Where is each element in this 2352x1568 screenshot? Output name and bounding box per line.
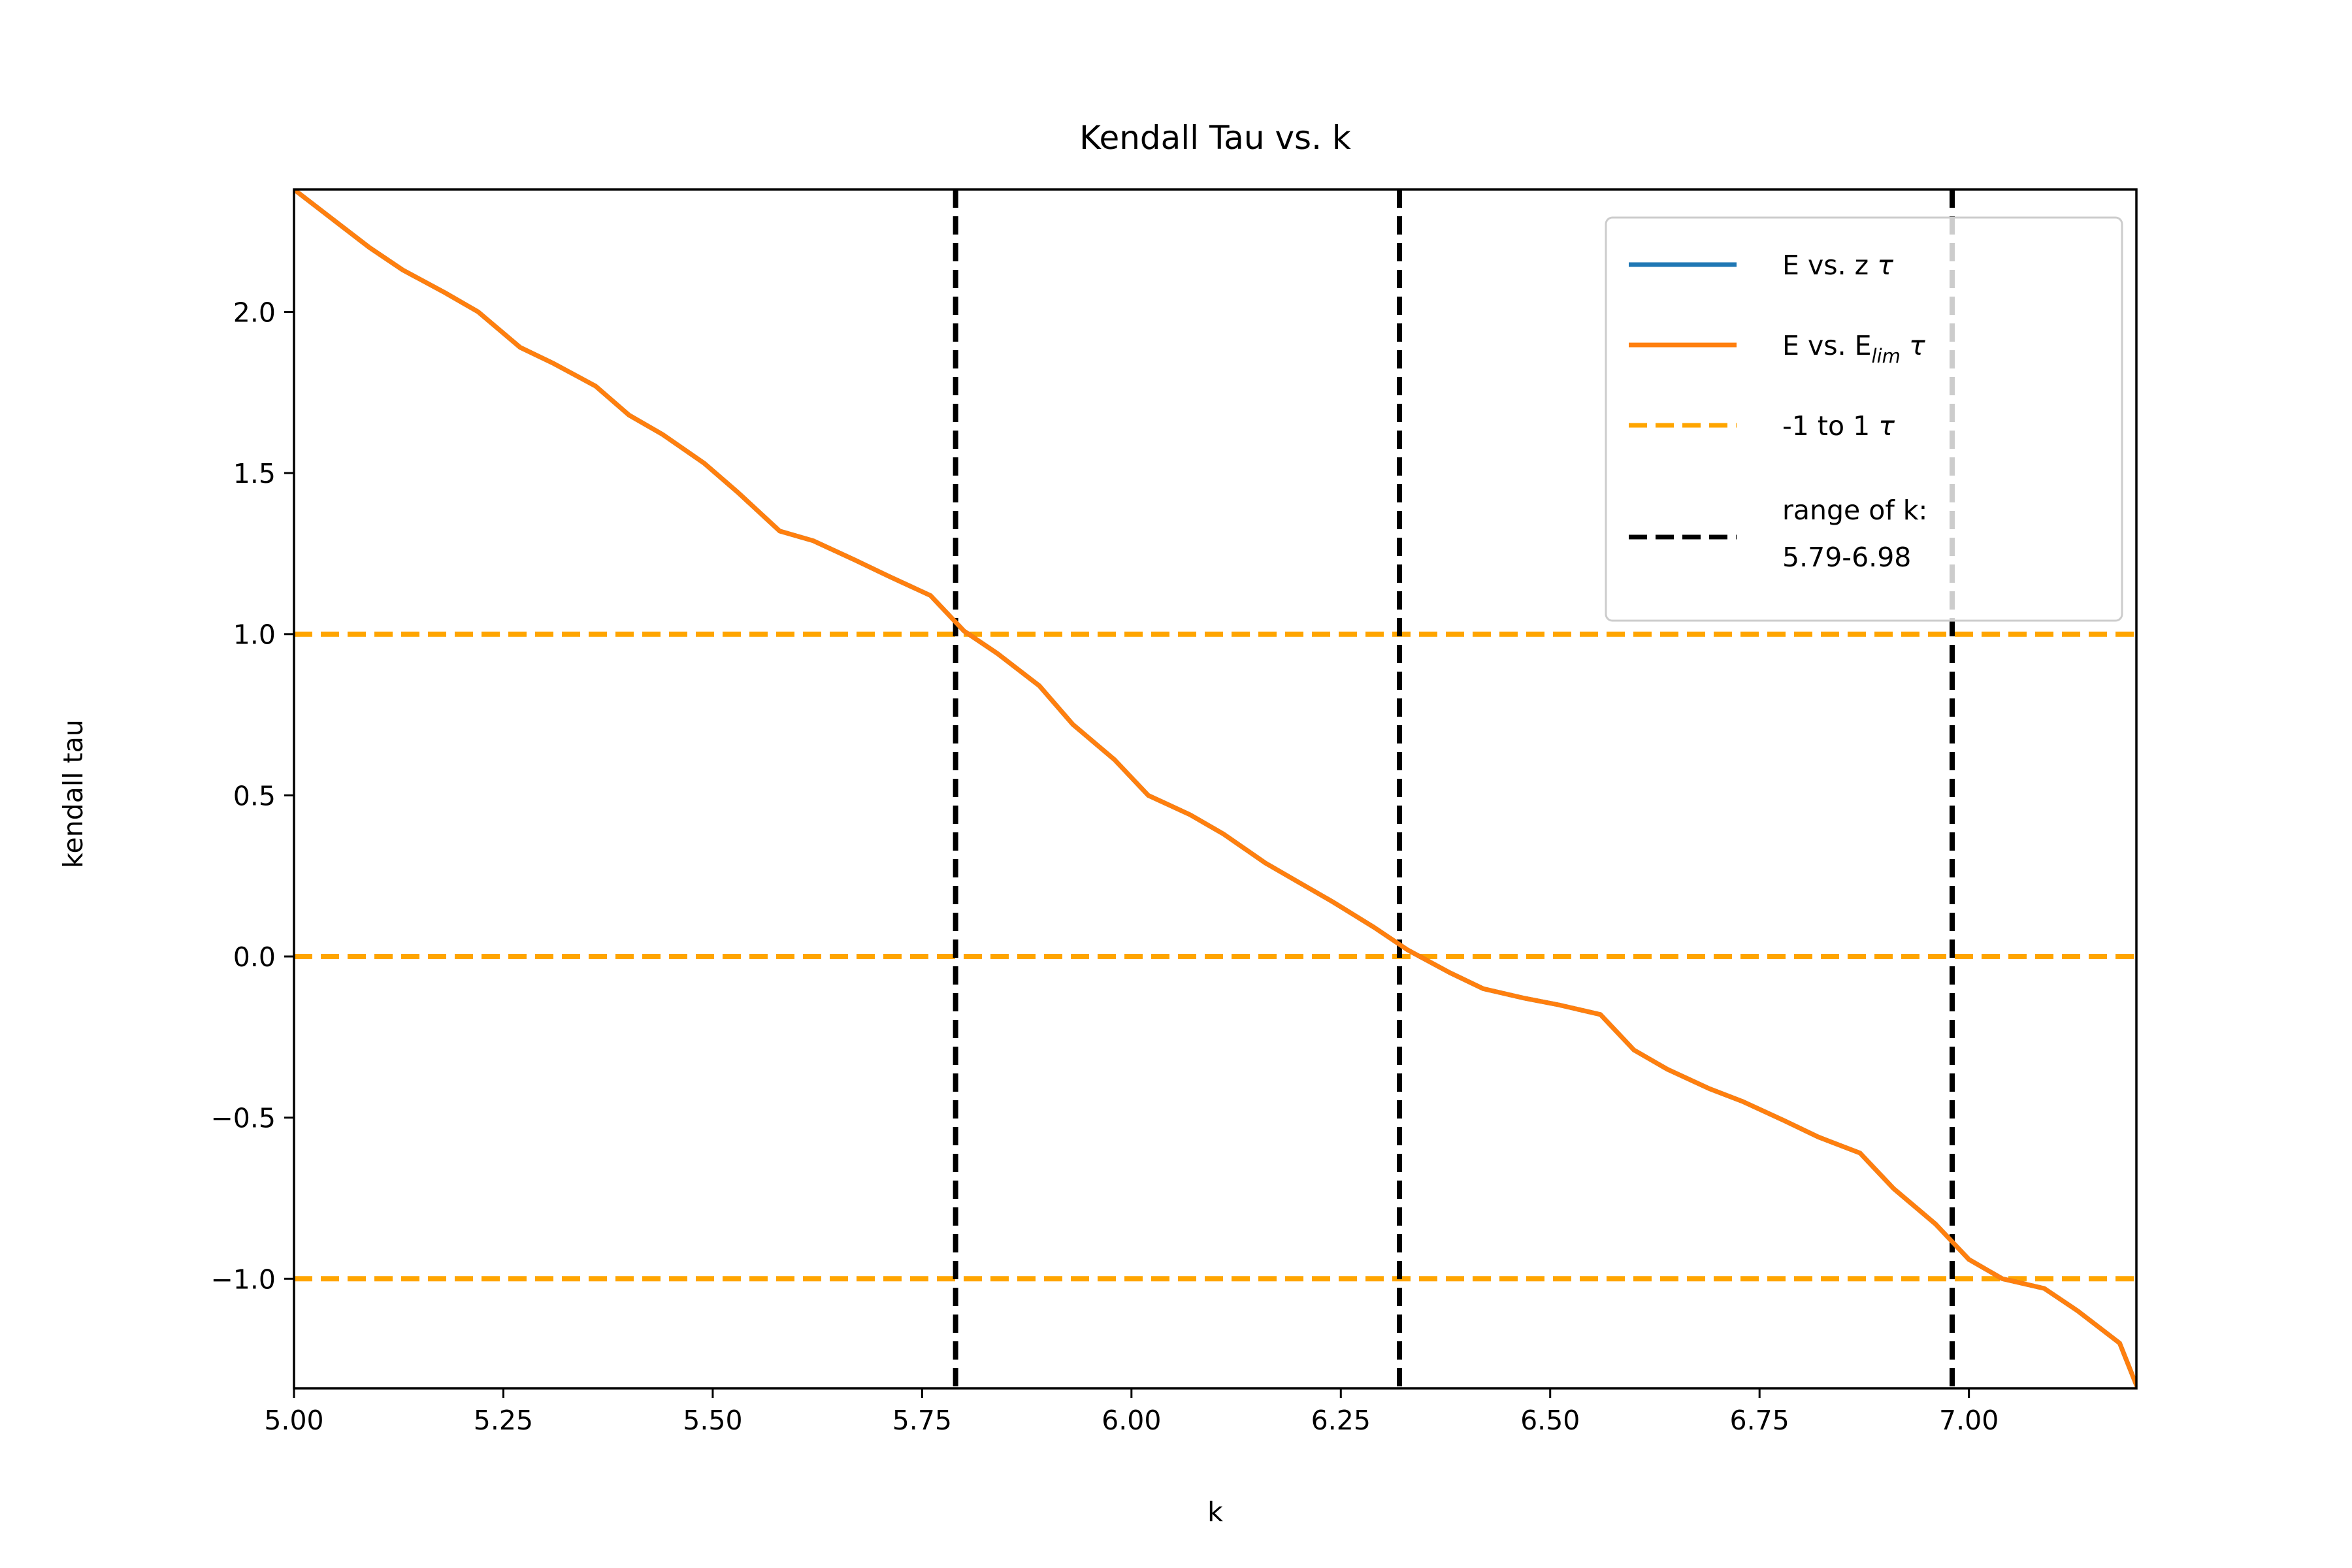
y-tick-label-4: 1.0	[233, 619, 276, 651]
series-line-1	[294, 189, 2136, 1388]
x-tick-label-1: 5.25	[474, 1405, 533, 1436]
y-tick-label-0: −1.0	[210, 1264, 276, 1295]
data-layer	[294, 189, 2136, 1388]
y-tick-label-2: 0.0	[233, 941, 276, 973]
y-tick-label-5: 1.5	[233, 458, 276, 489]
legend-label-v: range of k:	[1782, 495, 1927, 526]
y-tick-label-3: 0.5	[233, 780, 276, 811]
x-tick-label-6: 6.50	[1520, 1405, 1580, 1436]
legend-label-s0: E vs. z τ	[1782, 250, 1893, 281]
legend-label-v-line2: 5.79-6.98	[1782, 542, 1911, 573]
x-tick-label-8: 7.00	[1939, 1405, 1999, 1436]
y-tick-label-1: −0.5	[210, 1103, 276, 1134]
legend-label-s1: E vs. Elim τ	[1782, 330, 1925, 367]
x-tick-label-3: 5.75	[892, 1405, 952, 1436]
axes-frame	[293, 188, 2138, 1390]
legend-box	[1605, 216, 2123, 622]
x-tick-label-4: 6.00	[1102, 1405, 1161, 1436]
x-tick-label-0: 5.00	[264, 1405, 323, 1436]
x-axis-label: k	[1207, 1496, 1223, 1527]
plot-area: 5.00 5.25 5.50 5.75 6.00 6.25 6.50 6.75 7.00 −1.0…	[210, 188, 2138, 1436]
x-tick-label-7: 6.75	[1730, 1405, 1789, 1436]
legend: E vs. z τ E vs. Elim τ -1 to 1 τ range of k…	[1605, 216, 2123, 622]
y-axis-label: kendall tau	[57, 719, 89, 868]
y-tick-label-6: 2.0	[233, 297, 276, 328]
x-tick-label-2: 5.50	[683, 1405, 742, 1436]
legend-label-h: -1 to 1 τ	[1782, 410, 1895, 442]
chart-title: Kendall Tau vs. k	[1079, 119, 1351, 157]
x-tick-label-5: 6.25	[1311, 1405, 1371, 1436]
